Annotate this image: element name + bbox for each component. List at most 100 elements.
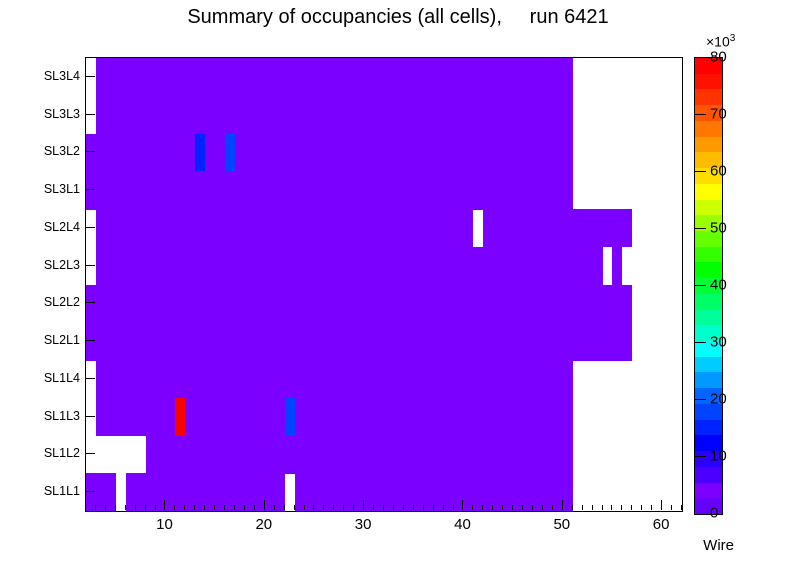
x-axis-minor-tick — [294, 505, 295, 510]
color-scale-band — [695, 261, 722, 279]
color-scale-tick — [694, 114, 706, 115]
x-axis-minor-tick — [274, 505, 275, 510]
x-axis-minor-tick — [323, 505, 324, 510]
x-axis-tick-label: 10 — [156, 516, 173, 533]
y-axis-tick — [85, 302, 95, 303]
color-scale-band — [695, 497, 722, 514]
color-scale-exponent: ×103 — [706, 33, 736, 50]
x-axis-minor-tick — [254, 505, 255, 510]
x-axis-minor-tick — [224, 505, 225, 510]
color-scale-band — [695, 58, 722, 74]
plot-frame — [85, 57, 683, 512]
heatmap-cells — [86, 58, 682, 511]
color-scale-band — [695, 151, 722, 169]
x-axis-minor-tick — [284, 505, 285, 510]
heatmap-cell-run — [95, 95, 573, 135]
x-axis-minor-tick — [572, 505, 573, 510]
heatmap-cell-run — [86, 133, 196, 172]
x-axis-tick-label: 50 — [553, 516, 571, 533]
y-axis-tick — [85, 416, 95, 417]
y-axis-tick — [85, 227, 95, 228]
y-axis-tick-label: SL2L3 — [43, 257, 80, 272]
color-scale-bar — [694, 57, 723, 515]
color-scale-band — [695, 434, 722, 452]
heatmap-cell-run — [95, 58, 573, 97]
x-axis-minor-tick — [522, 505, 523, 510]
color-scale-band — [695, 293, 722, 310]
color-scale-gradient — [695, 58, 722, 514]
x-axis-major-tick — [462, 500, 463, 510]
heatmap-cell-run — [95, 209, 474, 248]
y-axis-tick — [85, 265, 95, 266]
heatmap-cell-run — [95, 360, 573, 399]
x-axis-major-tick — [661, 500, 662, 510]
color-scale-tick-label: 50 — [710, 219, 727, 237]
color-scale-band — [695, 356, 722, 373]
y-axis-tick-label: SL3L4 — [43, 68, 80, 83]
x-axis-title: Wire — [703, 537, 734, 554]
heatmap-cell-run — [235, 133, 573, 172]
y-axis-tick — [85, 453, 95, 454]
x-axis-minor-tick — [443, 505, 444, 510]
x-axis-minor-tick — [184, 505, 185, 510]
x-axis-minor-tick — [423, 505, 424, 510]
x-axis-minor-tick — [115, 505, 116, 510]
x-axis-tick-label: 20 — [255, 516, 273, 533]
color-scale-band — [695, 104, 722, 121]
x-axis-minor-tick — [194, 505, 195, 510]
y-axis-tick — [85, 151, 95, 152]
color-scale-band — [695, 450, 722, 467]
color-scale-band — [695, 198, 722, 216]
heatmap-cell-run — [86, 171, 573, 210]
color-scale-band — [695, 120, 722, 137]
color-scale-band — [695, 230, 722, 247]
y-axis-tick-label: SL3L2 — [43, 144, 80, 159]
heatmap-cell-run — [95, 397, 176, 437]
x-axis-minor-tick — [472, 505, 473, 510]
heatmap-cell-run — [86, 284, 633, 323]
x-axis-minor-tick — [383, 505, 384, 510]
x-axis-minor-tick — [641, 505, 642, 510]
color-scale-tick — [694, 456, 706, 457]
x-axis-minor-tick — [602, 505, 603, 510]
color-scale-band — [695, 183, 722, 200]
color-scale-band — [695, 419, 722, 436]
y-axis-tick-label: SL2L1 — [43, 333, 80, 348]
heatmap-cell-run — [294, 473, 573, 511]
x-axis-major-tick — [264, 500, 265, 510]
heatmap-cell-run — [294, 397, 573, 437]
y-axis-tick-label: SL1L4 — [43, 370, 80, 385]
x-axis-minor-tick — [582, 505, 583, 510]
x-axis-minor-tick — [621, 505, 622, 510]
heatmap-cell-run — [612, 246, 623, 286]
x-axis-major-tick — [562, 500, 563, 510]
x-axis-minor-tick — [313, 505, 314, 510]
y-axis-tick-label: SL1L3 — [43, 408, 80, 423]
color-scale-band — [695, 214, 722, 231]
x-axis-minor-tick — [631, 505, 632, 510]
heatmap-cell-run — [86, 473, 116, 511]
heatmap-cell-outlier — [195, 133, 206, 172]
x-axis-minor-tick — [651, 505, 652, 510]
color-scale-tick-label: 40 — [710, 276, 727, 294]
x-axis-minor-tick — [671, 505, 672, 510]
x-axis-minor-tick — [145, 505, 146, 510]
x-axis-minor-tick — [393, 505, 394, 510]
color-scale-band — [695, 481, 722, 499]
heatmap-cell-outlier — [225, 133, 235, 172]
heatmap-cell-outlier — [284, 397, 295, 437]
x-axis-minor-tick — [532, 505, 533, 510]
x-axis-minor-tick — [453, 505, 454, 510]
heatmap-cell-run — [205, 133, 226, 172]
x-axis-minor-tick — [174, 505, 175, 510]
y-axis-tick-label: SL3L1 — [43, 182, 80, 197]
x-axis-minor-tick — [214, 505, 215, 510]
x-axis-minor-tick — [343, 505, 344, 510]
y-axis-tick-label: SL3L3 — [43, 106, 80, 121]
color-scale-band — [695, 466, 722, 483]
x-axis-major-tick — [164, 500, 165, 510]
color-scale-band — [695, 136, 722, 153]
heatmap-cell-outlier — [175, 397, 186, 437]
color-scale-tick-label: 20 — [710, 390, 727, 408]
